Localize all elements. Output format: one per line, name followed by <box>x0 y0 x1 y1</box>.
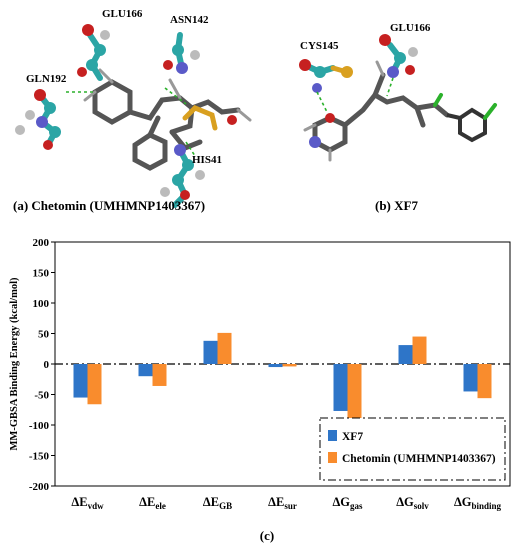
bar-chetomin-vdw <box>87 364 102 405</box>
x-category-label: ΔGbinding <box>454 495 502 511</box>
panel-b-caption: (b) XF7 <box>375 198 418 213</box>
bar-chetomin-GB <box>217 332 232 364</box>
y-tick-label: 200 <box>33 237 50 249</box>
y-axis-ticks: -200 -150 -100 -50 0 50 100 150 200 <box>29 237 55 493</box>
legend-box <box>319 417 506 481</box>
bar-xf7-gas <box>333 364 348 411</box>
bar-chetomin-sur <box>282 364 297 367</box>
bar-xf7-GB <box>203 340 218 364</box>
residue-label-his41: HIS41 <box>192 154 222 166</box>
x-category-label: ΔGsolv <box>396 495 429 511</box>
x-category-label: ΔEvdw <box>71 495 104 511</box>
y-tick-label: 150 <box>33 268 50 280</box>
x-category-label: ΔGgas <box>332 495 363 511</box>
bar-chetomin-gas <box>347 364 362 427</box>
x-axis-labels: ΔEvdw ΔEele ΔEGB ΔEsur ΔGgas ΔGsolv ΔGbinding <box>71 495 501 511</box>
residue-label-cys145: CYS145 <box>300 40 339 52</box>
x-category-label: ΔEsur <box>268 495 297 511</box>
legend: XF7 Chetomin (UMHMNP1403367) <box>319 417 506 481</box>
xf7-molecule-image <box>299 34 497 162</box>
bar-xf7-vdw <box>73 364 88 398</box>
y-tick-label: 100 <box>33 298 50 310</box>
legend-swatch-xf7 <box>328 430 337 441</box>
bar-xf7-solv <box>398 345 413 364</box>
residue-label-asn142: ASN142 <box>170 14 209 26</box>
panel-a-caption: (a) Chetomin (UMHMNP1403367) <box>13 198 206 213</box>
y-tick-label: 0 <box>44 359 50 371</box>
residue-label-glu166: GLU166 <box>102 8 143 20</box>
bar-xf7-binding <box>463 364 478 392</box>
y-tick-label: -150 <box>29 451 50 463</box>
bar-series <box>73 332 492 427</box>
x-category-label: ΔEGB <box>203 495 232 511</box>
y-tick-label: -50 <box>34 390 49 402</box>
bar-xf7-sur <box>268 364 283 368</box>
xf7-binding-pose-panel: CYS145 GLU166 (b) XF7 <box>275 0 521 220</box>
y-axis-title: MM-GBSA Binding Energy (kcal/mol) <box>9 277 20 450</box>
chetomin-molecule-image <box>15 24 252 208</box>
x-category-label: ΔEele <box>139 495 166 511</box>
y-tick-label: 50 <box>38 329 50 341</box>
y-tick-label: -200 <box>29 481 50 493</box>
y-tick-label: -100 <box>29 420 50 432</box>
residue-label-gln192: GLN192 <box>26 73 67 85</box>
bar-chetomin-solv <box>412 336 427 364</box>
chetomin-binding-pose-panel: GLU166 ASN142 GLN192 HIS41 (a) Chetomin … <box>0 0 265 220</box>
panel-c-caption: (c) <box>260 528 274 543</box>
bar-chetomin-binding <box>477 364 492 399</box>
legend-label-chetomin: Chetomin (UMHMNP1403367) <box>342 453 496 465</box>
bar-chetomin-ele <box>152 364 167 386</box>
residue-label-glu166: GLU166 <box>390 22 431 34</box>
legend-swatch-chetomin <box>328 452 337 463</box>
mmgbsa-bar-chart: -200 -150 -100 -50 0 50 100 150 200 ΔEvdw ΔEele ΔE… <box>0 228 521 550</box>
legend-label-xf7: XF7 <box>342 431 363 443</box>
bar-xf7-ele <box>138 364 153 377</box>
